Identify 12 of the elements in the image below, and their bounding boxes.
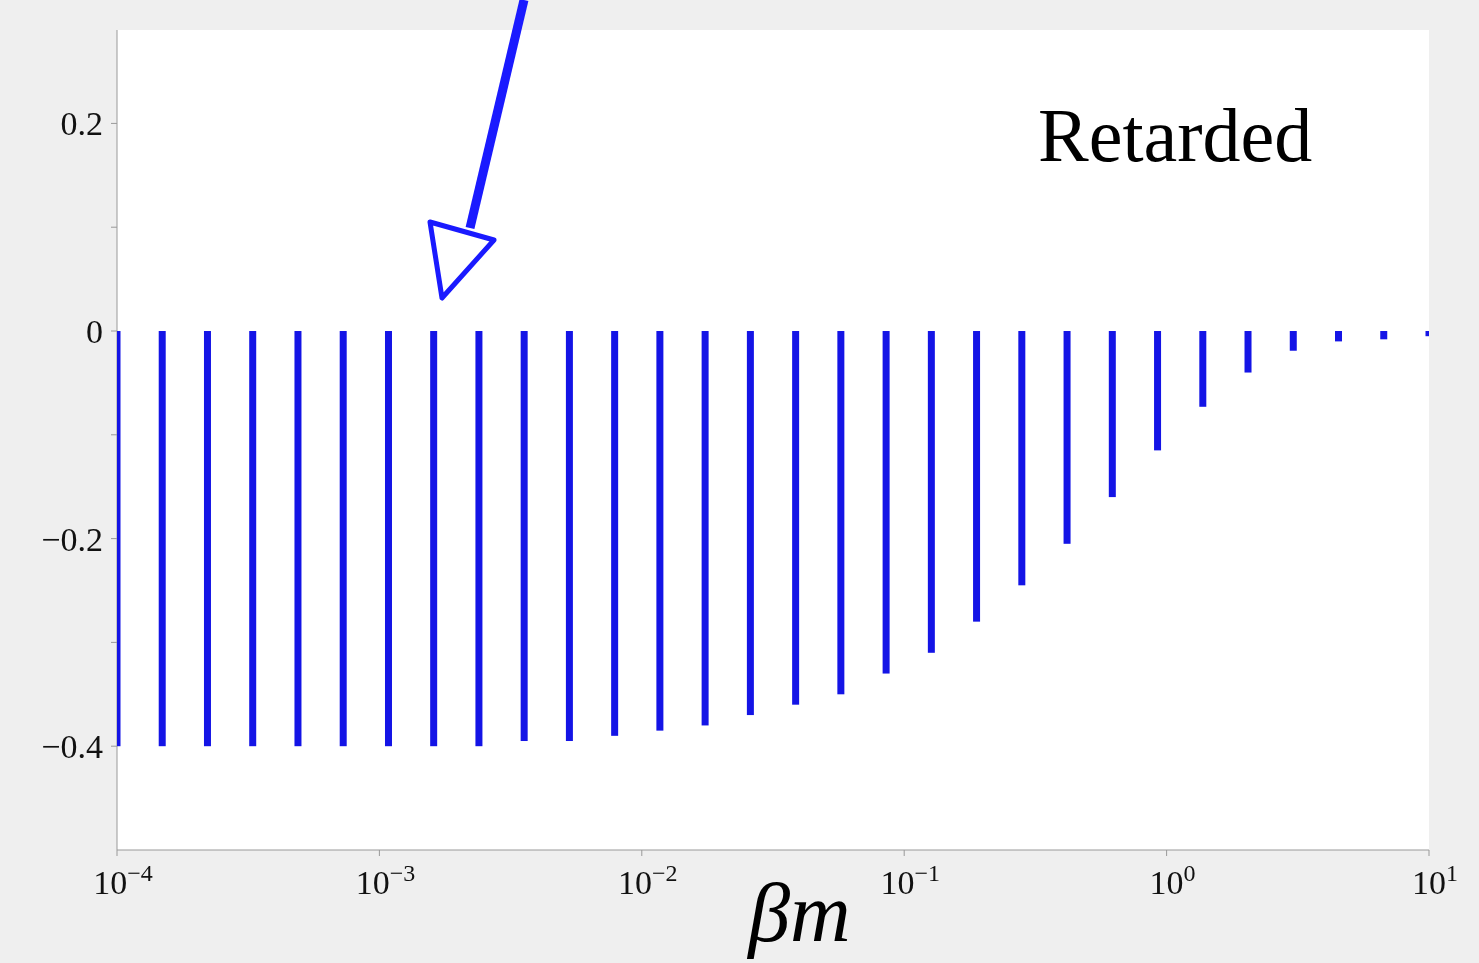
x-tick-label: 10$^{1}$ (1412, 860, 1458, 901)
y-tick-label: 0 (86, 313, 103, 351)
annotation: Retarded (1038, 92, 1313, 179)
y-tick-label: 0.2 (60, 105, 103, 143)
y-tick-label: −0.2 (41, 520, 103, 558)
x-tick-label: 10$^{−3}$ (355, 860, 416, 901)
x-tick-label: 10$^{−4}$ (93, 860, 153, 901)
x-axis-title: βm (748, 866, 851, 959)
y-tick-label: −0.4 (41, 728, 103, 766)
x-tick-label: 10$^{−2}$ (618, 860, 678, 901)
x-tick-label: 10$^{0}$ (1149, 860, 1196, 901)
x-tick-label: 10$^{−1}$ (880, 860, 940, 901)
